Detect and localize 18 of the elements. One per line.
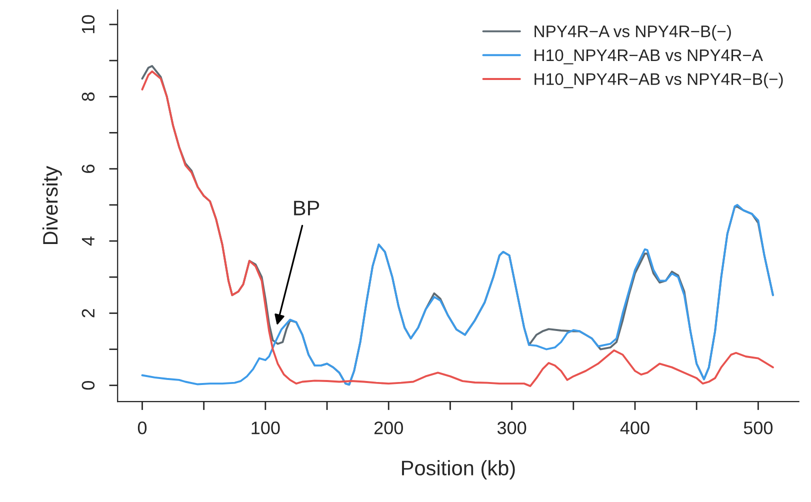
y-tick-label: 4 <box>82 236 94 246</box>
x-tick-label: 500 <box>744 422 773 434</box>
x-tick-label: 100 <box>252 422 280 434</box>
y-tick-label: 8 <box>82 92 95 101</box>
x-tick-label: 0 <box>138 422 147 434</box>
legend-label: NPY4R−A vs NPY4R−B(−) <box>534 25 731 41</box>
y-tick-label: 0 <box>82 381 95 390</box>
y-tick-label: 2 <box>82 309 94 318</box>
x-tick-label: 400 <box>620 422 650 434</box>
x-tick-label: 300 <box>497 422 526 434</box>
legend-label: H10_NPY4R−AB vs NPY4R−B(−) <box>534 72 783 88</box>
x-tick-label: 200 <box>374 422 403 434</box>
y-tick-label: 10 <box>82 15 95 34</box>
x-axis-title: Position (kb) <box>402 460 515 480</box>
legend-label: H10_NPY4R−AB vs NPY4R−A <box>534 49 763 64</box>
annotation: BP <box>294 200 320 216</box>
y-tick-label: 6 <box>82 164 95 173</box>
y-axis-title: Diversity <box>42 166 62 244</box>
